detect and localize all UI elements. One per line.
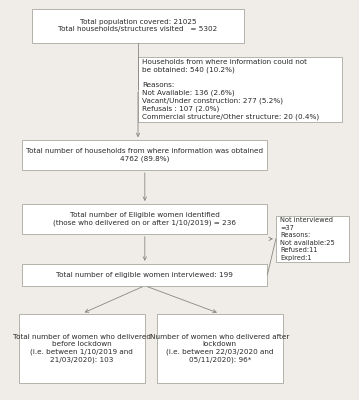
Text: Total number of women who delivered
before lockdown
(i.e. between 1/10/2019 and
: Total number of women who delivered befo…	[13, 334, 151, 363]
Text: Total number of eligible women interviewed: 199: Total number of eligible women interview…	[56, 272, 233, 278]
FancyBboxPatch shape	[276, 216, 349, 262]
Text: Total number of Eligible women identified
(those who delivered on or after 1/10/: Total number of Eligible women identifie…	[53, 212, 236, 226]
FancyBboxPatch shape	[19, 314, 145, 383]
FancyBboxPatch shape	[32, 9, 243, 42]
FancyBboxPatch shape	[157, 314, 283, 383]
Text: Total number of households from where information was obtained
4762 (89.8%): Total number of households from where in…	[26, 148, 264, 162]
Text: Households from where information could not
be obtained: 540 (10.2%)

Reasons:
N: Households from where information could …	[142, 59, 319, 120]
Text: Total population covered: 21025
Total households/structures visited   = 5302: Total population covered: 21025 Total ho…	[59, 19, 218, 32]
FancyBboxPatch shape	[138, 56, 342, 122]
Text: Not interviewed
=37
Reasons:
Not available:25
Refused:11
Expired:1: Not interviewed =37 Reasons: Not availab…	[280, 217, 335, 261]
Text: Number of women who delivered after
lockdown
(i.e. between 22/03/2020 and
05/11/: Number of women who delivered after lock…	[150, 334, 289, 363]
FancyBboxPatch shape	[22, 140, 267, 170]
FancyBboxPatch shape	[22, 264, 267, 286]
FancyBboxPatch shape	[22, 204, 267, 234]
